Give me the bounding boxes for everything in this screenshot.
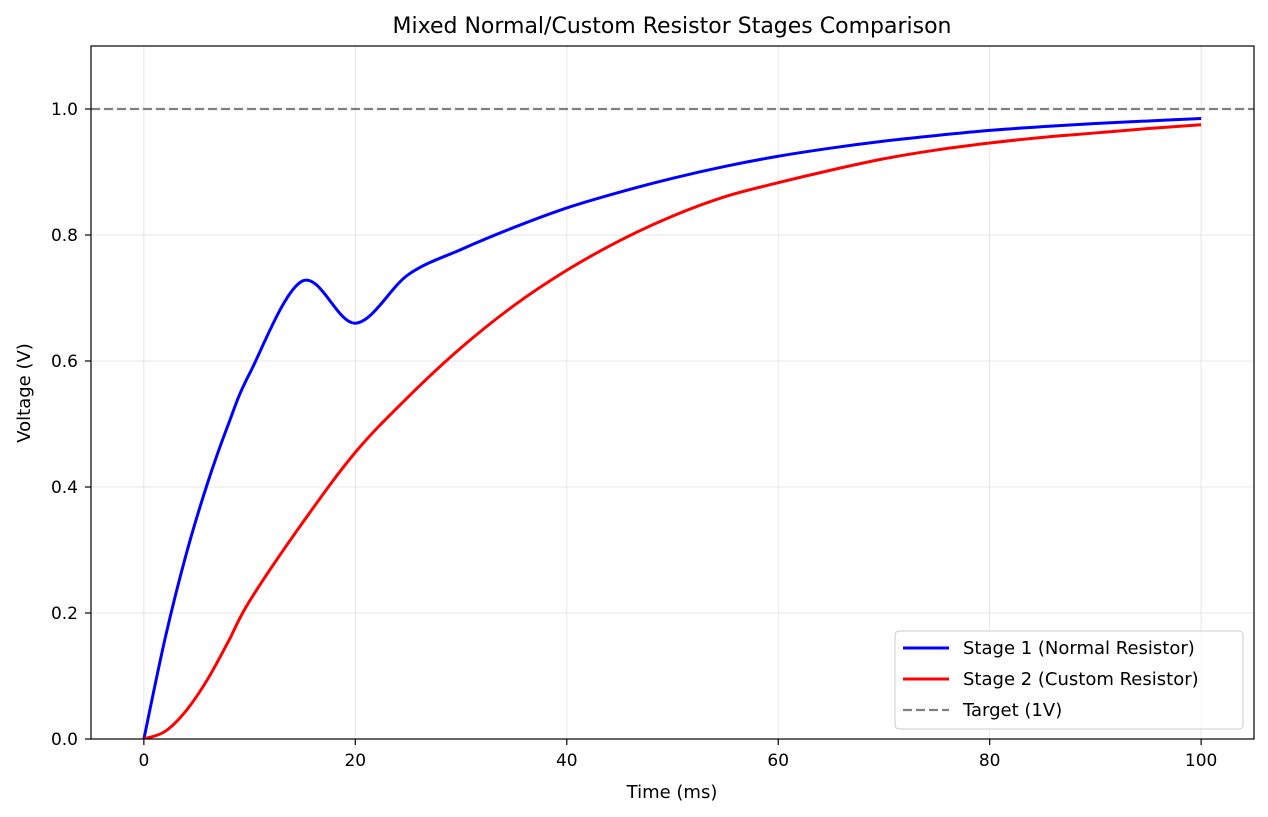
y-axis-label: Voltage (V) <box>14 343 35 443</box>
x-tick-label: 40 <box>556 751 578 771</box>
legend-label-2: Stage 2 (Custom Resistor) <box>963 669 1199 690</box>
plot-background <box>91 46 1254 739</box>
x-tick-label: 60 <box>767 751 789 771</box>
y-tick-label: 0.4 <box>51 478 78 498</box>
legend-box <box>894 630 1244 730</box>
x-tick-label: 80 <box>979 751 1001 771</box>
x-tick-label: 100 <box>1185 751 1217 771</box>
series-layer <box>91 107 1254 739</box>
chart-title: Mixed Normal/Custom Resistor Stages Comp… <box>393 14 952 39</box>
x-tick-label: 0 <box>138 751 149 771</box>
plot-frame <box>90 45 1255 740</box>
y-tick-label: 0.8 <box>51 226 78 246</box>
legend: Stage 1 (Normal Resistor) Stage 2 (Custom… <box>894 630 1244 730</box>
y-tick-label: 0.2 <box>51 604 78 624</box>
series-line-2 <box>143 123 1202 739</box>
y-tick-label: 1.0 <box>51 100 78 120</box>
legend-label-1: Stage 1 (Normal Resistor) <box>963 638 1195 659</box>
y-axis: 0.0 0.2 0.4 0.6 0.8 1.0 <box>51 100 91 750</box>
legend-label-3: Target (1V) <box>962 700 1062 721</box>
x-axis: 0 20 40 60 80 100 <box>138 739 1217 771</box>
x-tick-label: 20 <box>344 751 366 771</box>
x-axis-label: Time (ms) <box>626 782 718 803</box>
series-line-1 <box>142 116 1202 739</box>
y-tick-label: 0.0 <box>51 730 78 750</box>
y-tick-label: 0.6 <box>51 352 78 372</box>
